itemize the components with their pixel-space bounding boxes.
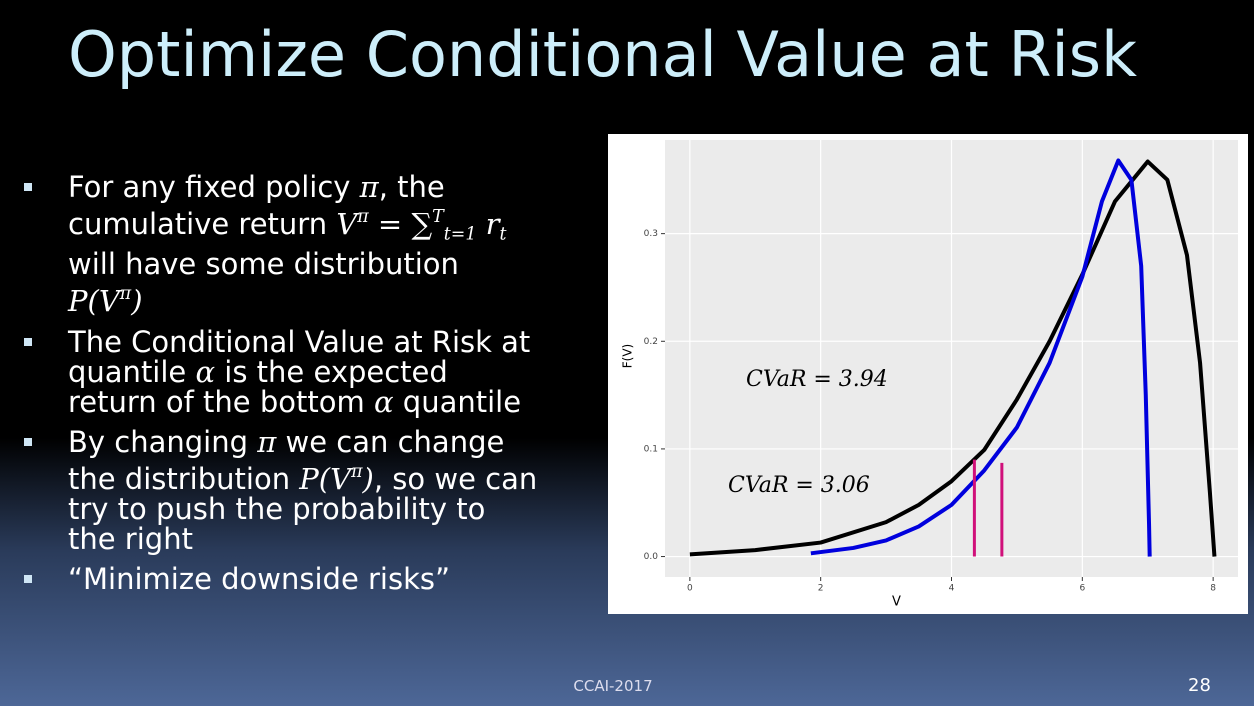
x-tick-label: 8 xyxy=(1210,584,1216,594)
x-tick-label: 6 xyxy=(1079,584,1085,594)
bullet: By changing π we can change the distribu… xyxy=(20,427,540,554)
bullet-text: , the cumulative return xyxy=(68,170,445,242)
bullet: For any fixed policy π, the cumulative r… xyxy=(20,172,540,317)
y-axis-label: F(V) xyxy=(621,344,635,368)
math: π xyxy=(119,284,132,305)
x-tick-label: 0 xyxy=(687,584,693,594)
math: ) xyxy=(131,284,143,319)
math: = ∑ xyxy=(368,207,433,242)
math: P(V xyxy=(68,284,120,319)
footer: CCAI-2017 xyxy=(573,677,653,695)
bullet-text: For any fixed policy xyxy=(68,170,360,204)
chart: 0 2 4 6 8 0.0 0.1 0.2 0.3 V F(V) CVaR = 3.94 CVaR = … xyxy=(608,134,1248,614)
math: r xyxy=(476,207,500,242)
bullet-list: For any fixed policy π, the cumulative r… xyxy=(20,172,540,604)
math: V xyxy=(336,207,358,242)
math: π xyxy=(351,461,363,482)
x-tick-label: 4 xyxy=(949,584,955,594)
slide-title: Optimize Conditional Value at Risk xyxy=(68,18,1137,91)
bullet: “Minimize downside risks” xyxy=(20,564,540,594)
math: α xyxy=(195,354,216,389)
bullet-text: we can change the distribution xyxy=(68,424,505,496)
math: π xyxy=(357,207,369,227)
y-tick-label: 0.3 xyxy=(644,229,658,239)
math: t xyxy=(499,224,507,245)
bullet-text: , so we can try to push the probability … xyxy=(68,461,538,556)
bullet-text: “Minimize downside risks” xyxy=(68,561,451,596)
bullet-text: quantile xyxy=(393,384,522,419)
bullet-text: is the expected return of the bottom xyxy=(68,354,448,419)
math: π xyxy=(359,170,379,204)
bullet-text: will have some distribution xyxy=(68,247,459,282)
y-tick-label: 0.1 xyxy=(644,444,658,454)
bullet-text: By changing xyxy=(68,424,258,459)
math: α xyxy=(373,384,394,419)
series-line xyxy=(810,158,1152,557)
annotation: CVaR = 3.06 xyxy=(728,473,870,498)
page-number: 28 xyxy=(1188,675,1211,696)
series-line xyxy=(689,159,1217,557)
y-tick-label: 0.0 xyxy=(644,552,659,562)
x-tick-label: 2 xyxy=(818,584,824,594)
bullet: The Conditional Value at Risk at quantil… xyxy=(20,327,540,417)
bullet-text: The Conditional Value at Risk at quantil… xyxy=(68,324,531,389)
math: P(V xyxy=(299,461,352,496)
math: π xyxy=(257,424,277,459)
math: T xyxy=(432,207,444,227)
math: t=1 xyxy=(443,224,477,245)
x-axis-label: V xyxy=(892,595,901,610)
math: ) xyxy=(362,461,374,496)
annotation: CVaR = 3.94 xyxy=(746,367,888,392)
y-tick-label: 0.2 xyxy=(644,337,658,347)
